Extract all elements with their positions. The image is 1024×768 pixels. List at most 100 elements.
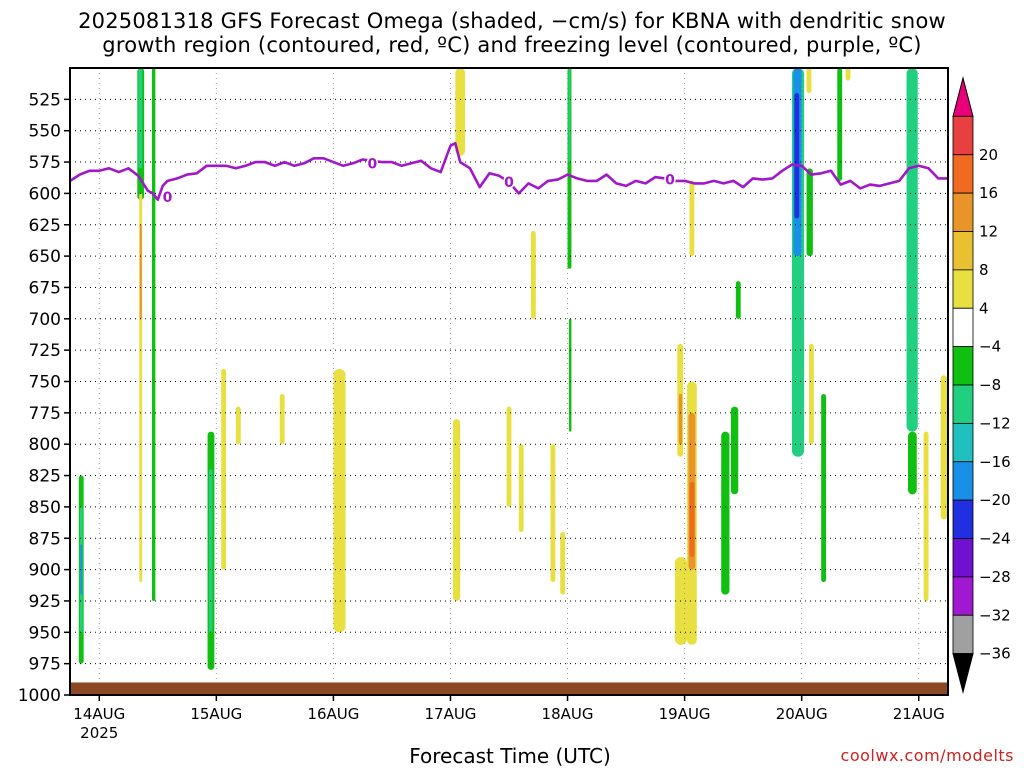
x-tick-label: 18AUG bbox=[542, 705, 594, 723]
omega-region bbox=[908, 431, 917, 495]
omega-region bbox=[560, 531, 566, 595]
freezing-level-line bbox=[70, 141, 948, 201]
omega-region bbox=[209, 469, 213, 633]
colorbar-label: −32 bbox=[979, 606, 1011, 624]
y-tick-label: 975 bbox=[29, 655, 61, 675]
y-tick-label: 900 bbox=[29, 561, 61, 581]
colorbar-band bbox=[952, 269, 974, 309]
colorbar-band bbox=[952, 192, 974, 232]
omega-region bbox=[845, 68, 851, 81]
ground-surface bbox=[70, 682, 948, 695]
omega-region bbox=[808, 343, 814, 445]
colorbar-label: −12 bbox=[979, 414, 1011, 432]
omega-region bbox=[906, 68, 918, 432]
omega-region bbox=[221, 368, 227, 570]
colorbar-label: −8 bbox=[979, 376, 1001, 394]
omega-region bbox=[689, 481, 695, 558]
colorbar-label: −36 bbox=[979, 645, 1011, 663]
plot-border bbox=[69, 67, 949, 696]
y-tick-label: 750 bbox=[29, 373, 61, 393]
colorbar-band bbox=[952, 307, 974, 348]
x-tick-label: 16AUG bbox=[307, 705, 359, 723]
y-tick-label: 725 bbox=[29, 341, 61, 361]
y-tick-label: 875 bbox=[29, 529, 61, 549]
y-tick-label: 600 bbox=[29, 184, 61, 204]
colorbar-label: −24 bbox=[979, 530, 1011, 548]
colorbar-band bbox=[952, 614, 974, 655]
omega-region bbox=[923, 431, 929, 601]
colorbar-band bbox=[952, 346, 974, 386]
y-tick-label: 775 bbox=[29, 404, 61, 424]
omega-region bbox=[689, 180, 695, 257]
omega-region bbox=[568, 318, 572, 432]
colorbar-label: 20 bbox=[979, 146, 998, 164]
omega-region bbox=[568, 68, 571, 163]
freezing-level-label: 0 bbox=[504, 175, 514, 191]
omega-region bbox=[940, 375, 948, 520]
x-axis-label: Forecast Time (UTC) bbox=[409, 744, 611, 768]
y-tick-label: 800 bbox=[29, 435, 61, 455]
omega-region bbox=[678, 394, 683, 445]
colorbar-band bbox=[952, 538, 974, 578]
colorbar-top-arrow bbox=[952, 76, 974, 117]
colorbar-band bbox=[952, 499, 974, 539]
y-tick-label: 950 bbox=[29, 623, 61, 643]
omega-region bbox=[518, 444, 524, 532]
omega-region bbox=[735, 281, 741, 319]
colorbar-label: 4 bbox=[979, 299, 989, 317]
colorbar-band bbox=[952, 154, 974, 194]
omega-region bbox=[793, 256, 803, 395]
freezing-level-label: 0 bbox=[665, 173, 675, 189]
chart-title-line-1: 2025081318 GFS Forecast Omega (shaded, −… bbox=[78, 9, 946, 33]
omega-region bbox=[806, 168, 813, 257]
omega-region bbox=[138, 68, 143, 169]
y-tick-label: 925 bbox=[29, 592, 61, 612]
freezing-level-contour-layer: 0 0 0 0 bbox=[70, 141, 948, 208]
colorbar-band bbox=[952, 384, 974, 424]
x-tick-label: 17AUG bbox=[424, 705, 476, 723]
credit-link[interactable]: coolwx.com/modelts bbox=[840, 746, 1014, 765]
y-tick-label: 550 bbox=[29, 122, 61, 142]
colorbar-label: 16 bbox=[979, 184, 998, 202]
ground-strip bbox=[70, 682, 948, 695]
y-tick-label: 575 bbox=[29, 153, 61, 173]
chart-title-line-2: growth region (contoured, red, ºC) and f… bbox=[102, 33, 922, 57]
x-tick-year-label: 2025 bbox=[80, 724, 118, 742]
omega-region bbox=[794, 93, 800, 219]
colorbar-bottom-arrow bbox=[952, 653, 974, 694]
colorbar-band bbox=[952, 461, 974, 501]
y-tick-label: 1000 bbox=[18, 686, 61, 706]
omega-region bbox=[235, 406, 241, 445]
y-tick-label: 850 bbox=[29, 498, 61, 518]
colorbar-band bbox=[952, 115, 974, 156]
colorbar-label: 8 bbox=[979, 261, 989, 279]
grid-lines bbox=[70, 68, 948, 696]
colorbar-label: −16 bbox=[979, 453, 1011, 471]
colorbar-band bbox=[952, 422, 974, 463]
omega-region bbox=[730, 406, 739, 495]
omega-region bbox=[452, 419, 461, 601]
omega-region bbox=[139, 224, 142, 319]
omega-region bbox=[333, 368, 346, 633]
colorbar-label: 12 bbox=[979, 223, 998, 241]
y-tick-label: 525 bbox=[29, 90, 61, 110]
omega-region bbox=[806, 68, 812, 94]
omega-region bbox=[530, 231, 536, 319]
x-tick-label: 21AUG bbox=[893, 705, 945, 723]
pressure-axis: 525 550 575 600 625 650 675 700 725 750 775 800 825 8… bbox=[18, 90, 70, 706]
x-tick-label: 14AUG bbox=[73, 705, 125, 723]
colorbar-label: −4 bbox=[979, 338, 1001, 356]
omega-region bbox=[550, 444, 556, 583]
omega-region bbox=[80, 544, 83, 595]
omega-shading-layer bbox=[78, 68, 948, 670]
y-tick-label: 625 bbox=[29, 216, 61, 236]
colorbar-label: −28 bbox=[979, 568, 1011, 586]
colorbar-label: −20 bbox=[979, 491, 1011, 509]
omega-region bbox=[151, 68, 156, 601]
freezing-level-label: 0 bbox=[163, 190, 173, 206]
y-tick-label: 650 bbox=[29, 247, 61, 267]
x-tick-label: 19AUG bbox=[659, 705, 711, 723]
colorbar-band bbox=[952, 576, 974, 616]
